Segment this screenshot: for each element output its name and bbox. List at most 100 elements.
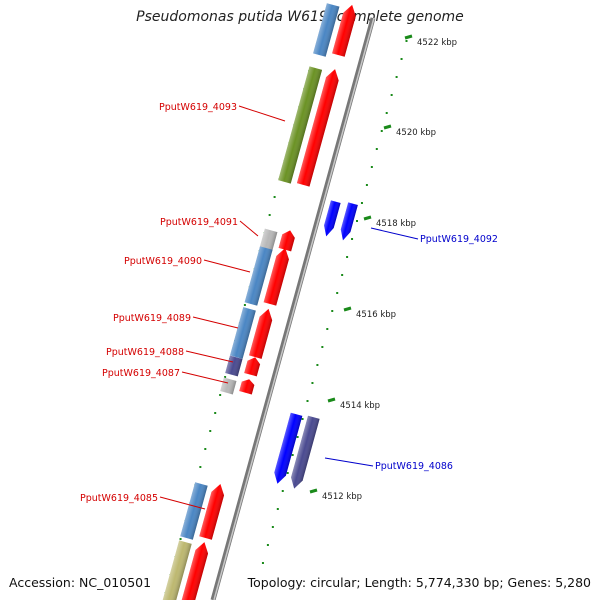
callout-line — [324, 457, 374, 467]
callout-line — [370, 227, 419, 240]
gene-label[interactable]: PputW619_4090 — [124, 256, 202, 267]
gene-arrow-forward — [249, 308, 273, 359]
gene-label[interactable]: PputW619_4093 — [159, 102, 237, 113]
ruler-dot — [261, 562, 264, 564]
ruler-dot — [336, 292, 339, 294]
gene-arrow-forward — [239, 379, 255, 395]
gene-box-forward — [313, 3, 340, 57]
ruler-dot — [179, 538, 182, 540]
ruler-dot — [243, 304, 246, 306]
ruler-dot — [214, 412, 217, 414]
ruler-dot — [306, 400, 309, 402]
gene-box-forward — [278, 66, 323, 184]
gene-label[interactable]: PputW619_4089 — [113, 313, 191, 324]
gene-box-reverse — [291, 415, 320, 489]
gene-box-forward — [180, 482, 208, 540]
ruler-dot — [291, 454, 294, 456]
ruler-dot — [276, 508, 279, 510]
scale-tick — [327, 397, 336, 403]
gene-box-forward — [259, 228, 278, 252]
ruler-dot — [365, 184, 368, 186]
gene-arrow-reverse — [340, 202, 358, 241]
ruler-dot — [405, 40, 408, 42]
ruler-dot — [351, 238, 354, 240]
callout-line — [238, 105, 286, 122]
gene-arrow-forward — [199, 484, 225, 540]
scale-label: 4512 kbp — [322, 492, 362, 502]
genome-backbone — [210, 17, 376, 600]
gene-box-forward — [162, 540, 192, 600]
ruler-dot — [346, 256, 349, 258]
callout-line — [181, 371, 229, 384]
ruler-dot — [395, 76, 398, 78]
callout-line — [192, 316, 239, 329]
ruler-dot — [331, 310, 334, 312]
ruler-dot — [268, 214, 271, 216]
ruler-dot — [370, 166, 373, 168]
ruler-dot — [286, 472, 289, 474]
callout-line — [203, 259, 251, 273]
gene-arrow-forward — [244, 357, 261, 377]
gene-arrow-forward — [278, 230, 295, 252]
scale-labels: 4522 kbp 4520 kbp 4518 kbp 4516 kbp 4514 kbp… — [322, 38, 457, 502]
callout-line — [239, 220, 259, 237]
ruler-dot — [219, 394, 222, 396]
scale-tick — [309, 488, 318, 494]
gene-label[interactable]: PputW619_4092 — [420, 234, 498, 245]
gene-box-forward — [225, 355, 243, 377]
scale-label: 4520 kbp — [396, 128, 436, 138]
ruler-dot — [224, 376, 227, 378]
gene-label[interactable]: PputW619_4086 — [375, 461, 453, 472]
ruler-dot — [341, 274, 344, 276]
ruler-dot — [390, 94, 393, 96]
ruler-dot — [380, 130, 383, 132]
scale-tick — [404, 34, 413, 40]
scale-label: 4522 kbp — [417, 38, 457, 48]
scale-ticks — [309, 34, 413, 494]
scale-tick — [363, 215, 372, 221]
gene-callouts: PputW619_4093 PputW619_4092 PputW619_4091 P… — [80, 102, 498, 510]
gene-box-forward — [244, 246, 273, 306]
gene-label[interactable]: PputW619_4087 — [102, 368, 180, 379]
ruler-dot — [385, 112, 388, 114]
gene-label[interactable]: PputW619_4088 — [106, 347, 184, 358]
scale-label: 4516 kbp — [356, 310, 396, 320]
ruler-dot — [326, 328, 329, 330]
ruler-dot — [204, 448, 207, 450]
scale-label: 4518 kbp — [376, 219, 416, 229]
gene-label[interactable]: PputW619_4091 — [160, 217, 238, 228]
gene-arrow-forward — [263, 248, 289, 306]
gene-arrow-reverse — [324, 200, 341, 237]
ruler-dot — [296, 436, 299, 438]
ruler-dot — [356, 220, 358, 222]
scale-label: 4514 kbp — [340, 401, 380, 411]
scale-tick — [343, 306, 352, 312]
ruler-dot — [400, 58, 403, 60]
ruler-dot — [321, 346, 324, 348]
callout-line — [185, 350, 234, 363]
accession-text: Accession: NC_010501 — [9, 575, 152, 590]
ruler-dot — [266, 544, 269, 546]
scale-tick — [383, 124, 392, 130]
ruler-dot — [273, 196, 276, 198]
ruler-dot — [375, 148, 378, 150]
gene-arrow-forward — [296, 69, 339, 187]
ruler-dot — [209, 430, 212, 432]
ruler-dot — [199, 466, 202, 468]
map-title: Pseudomonas putida W619, complete genome — [136, 9, 464, 25]
gene-label[interactable]: PputW619_4085 — [80, 493, 158, 504]
ruler-dot — [281, 490, 284, 492]
gene-arrow-reverse — [274, 412, 303, 484]
gene-arrow-forward — [181, 542, 209, 600]
ruler-dot — [271, 526, 274, 528]
topology-text: Topology: circular; Length: 5,774,330 bp… — [247, 575, 591, 590]
ruler-dot — [311, 382, 314, 384]
ruler-dot — [360, 202, 363, 204]
gene-features — [162, 3, 358, 600]
gene-arrow-forward — [332, 4, 356, 57]
gene-box-forward — [220, 377, 237, 395]
ruler-dot — [301, 418, 304, 420]
ruler-dot — [316, 364, 319, 366]
callout-line — [159, 496, 206, 510]
